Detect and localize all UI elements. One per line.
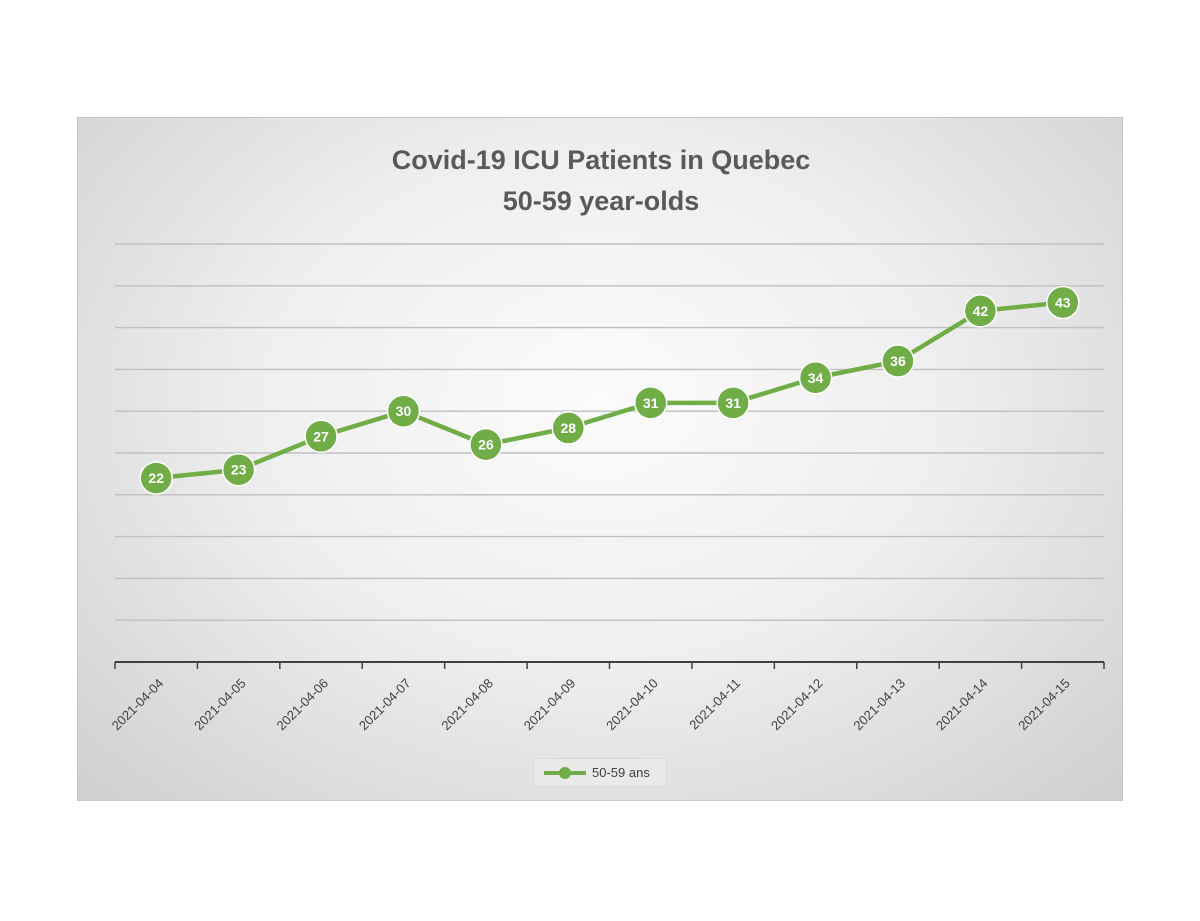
data-point: [716, 386, 750, 420]
legend: 50-59 ans: [533, 758, 667, 787]
data-point: [469, 427, 503, 462]
data-point: [963, 294, 998, 328]
data-label: 23: [231, 462, 247, 478]
x-tick-label: 2021-04-04: [109, 676, 167, 734]
x-tick-label: 2021-04-13: [850, 676, 908, 734]
x-axis: [114, 661, 1105, 669]
data-point: [1046, 285, 1080, 320]
x-tick-labels: 2021-04-04 2021-04-05 2021-04-06 2021-04-07…: [109, 676, 1073, 734]
data-point: [551, 411, 586, 445]
data-point: [798, 361, 833, 395]
data-point: [304, 419, 338, 454]
data-label: 28: [561, 420, 577, 436]
legend-label: 50-59 ans: [592, 765, 650, 780]
data-label: 43: [1055, 295, 1071, 311]
chart-title-line-2: 50-59 year-olds: [503, 186, 700, 216]
chart-area: Covid-19 ICU Patients in Quebec 50-59 ye…: [77, 117, 1123, 801]
data-point: [881, 344, 915, 378]
x-tick-label: 2021-04-08: [438, 676, 496, 734]
x-tick-label: 2021-04-15: [1015, 676, 1073, 734]
x-tick-label: 2021-04-09: [521, 676, 579, 734]
series-50-59: 22 23 27 30 26 28 31 31 34 36 42 43: [139, 285, 1080, 495]
x-tick-label: 2021-04-07: [356, 676, 414, 734]
x-tick-label: 2021-04-10: [603, 676, 661, 734]
data-label: 42: [973, 303, 989, 319]
series-line: [155, 300, 1064, 481]
data-label: 36: [890, 353, 906, 369]
line-chart: Covid-19 ICU Patients in Quebec 50-59 ye…: [109, 145, 1105, 734]
x-tick-label: 2021-04-06: [274, 676, 332, 734]
data-point: [139, 461, 173, 495]
x-tick-label: 2021-04-05: [191, 676, 249, 734]
x-tick-label: 2021-04-11: [686, 676, 743, 733]
data-label: 27: [313, 428, 329, 444]
data-label: 31: [643, 395, 659, 411]
data-point: [633, 386, 668, 420]
chart-title: Covid-19 ICU Patients in Quebec 50-59 ye…: [392, 145, 811, 216]
data-label: 26: [478, 437, 494, 453]
x-tick-label: 2021-04-14: [933, 676, 991, 734]
chart-title-line-1: Covid-19 ICU Patients in Quebec: [392, 145, 811, 175]
data-label: 34: [808, 370, 824, 386]
legend-swatch: [544, 766, 586, 779]
data-label: 31: [725, 395, 741, 411]
data-label: 30: [396, 403, 412, 419]
gridlines: [115, 243, 1104, 621]
data-label: 22: [148, 470, 164, 486]
data-point: [221, 452, 256, 487]
x-tick-label: 2021-04-12: [768, 676, 826, 734]
data-point: [386, 394, 421, 428]
